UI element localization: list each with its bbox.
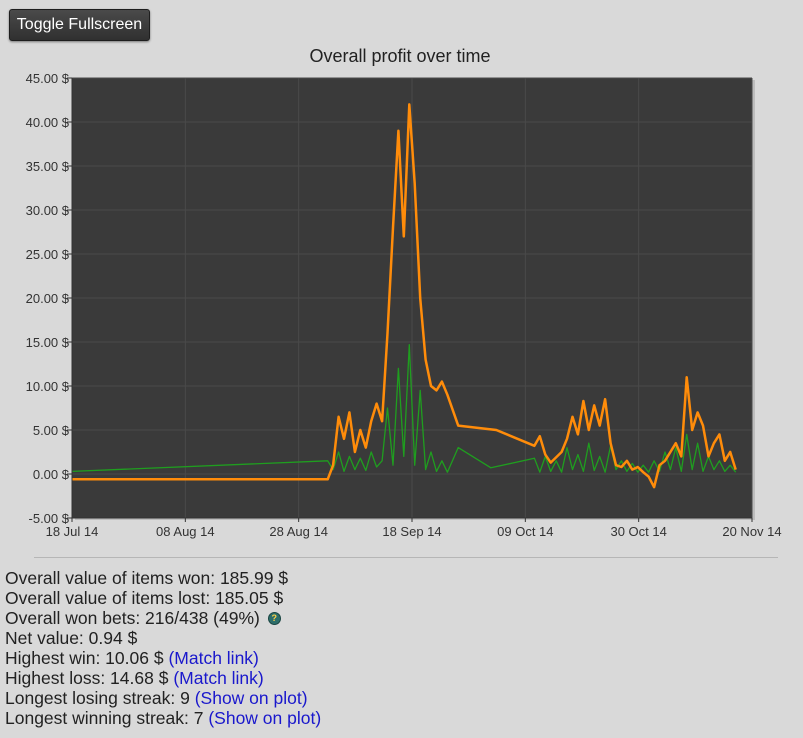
help-icon[interactable]: ? xyxy=(267,611,281,625)
losing-streak-text: Longest losing streak: 9 xyxy=(5,688,190,708)
losing-streak-stat: Longest losing streak: 9 (Show on plot) xyxy=(5,688,321,708)
won-bets-stat: Overall won bets: 216/438 (49%) ? xyxy=(5,608,321,628)
stats-panel: Overall value of items won: 185.99 $ Ove… xyxy=(5,568,321,728)
winning-streak-plot-link[interactable]: (Show on plot) xyxy=(208,708,322,728)
items-won-stat: Overall value of items won: 185.99 $ xyxy=(5,568,321,588)
profit-series-line xyxy=(72,103,737,489)
highest-loss-text: Highest loss: 14.68 $ xyxy=(5,668,169,688)
x-tick-label: 30 Oct 14 xyxy=(610,524,666,539)
x-tick-label: 18 Sep 14 xyxy=(382,524,441,539)
net-value-text: Net value: 0.94 $ xyxy=(5,628,138,648)
x-axis: 18 Jul 14 08 Aug 14 28 Aug 14 18 Sep 14 09 O… xyxy=(46,517,782,539)
items-lost-stat: Overall value of items lost: 185.05 $ xyxy=(5,588,321,608)
winning-streak-stat: Longest winning streak: 7 (Show on plot) xyxy=(5,708,321,728)
x-tick-label: 20 Nov 14 xyxy=(722,524,781,539)
y-tick-label: 40.00 $ xyxy=(26,115,70,130)
toggle-fullscreen-button[interactable]: Toggle Fullscreen xyxy=(9,9,150,41)
x-tick-label: 28 Aug 14 xyxy=(269,524,328,539)
chart-title: Overall profit over time xyxy=(309,46,491,66)
highest-loss-stat: Highest loss: 14.68 $ (Match link) xyxy=(5,668,321,688)
y-tick-label: 15.00 $ xyxy=(26,335,70,350)
highest-win-stat: Highest win: 10.06 $ (Match link) xyxy=(5,648,321,668)
items-won-text: Overall value of items won: 185.99 $ xyxy=(5,568,289,588)
x-tick-label: 09 Oct 14 xyxy=(497,524,553,539)
y-tick-label: 35.00 $ xyxy=(26,159,70,174)
highest-win-text: Highest win: 10.06 $ xyxy=(5,648,164,668)
profit-chart[interactable]: -5.00 $ 0.00 $ 5.00 $ 10.00 $ 15.00 $ 20.00 $… xyxy=(0,68,803,543)
winning-streak-text: Longest winning streak: 7 xyxy=(5,708,204,728)
y-tick-label: -5.00 $ xyxy=(29,511,70,526)
x-tick-label: 18 Jul 14 xyxy=(46,524,99,539)
items-lost-text: Overall value of items lost: 185.05 $ xyxy=(5,588,284,608)
y-tick-label: 5.00 $ xyxy=(33,423,70,438)
y-axis: -5.00 $ 0.00 $ 5.00 $ 10.00 $ 15.00 $ 20.00 $… xyxy=(26,71,73,526)
net-value-stat: Net value: 0.94 $ xyxy=(5,628,321,648)
won-bets-text: Overall won bets: 216/438 (49%) xyxy=(5,608,260,628)
y-tick-label: 10.00 $ xyxy=(26,379,70,394)
highest-win-match-link[interactable]: (Match link) xyxy=(168,648,259,668)
losing-streak-plot-link[interactable]: (Show on plot) xyxy=(194,688,308,708)
divider xyxy=(34,557,778,558)
y-tick-label: 45.00 $ xyxy=(26,71,70,86)
series-layer xyxy=(71,103,737,489)
y-tick-label: 20.00 $ xyxy=(26,291,70,306)
y-tick-label: 30.00 $ xyxy=(26,203,70,218)
x-tick-label: 08 Aug 14 xyxy=(156,524,215,539)
highest-loss-match-link[interactable]: (Match link) xyxy=(173,668,264,688)
y-tick-label: 0.00 $ xyxy=(33,467,70,482)
bet-series-line xyxy=(71,343,737,473)
y-tick-label: 25.00 $ xyxy=(26,247,70,262)
